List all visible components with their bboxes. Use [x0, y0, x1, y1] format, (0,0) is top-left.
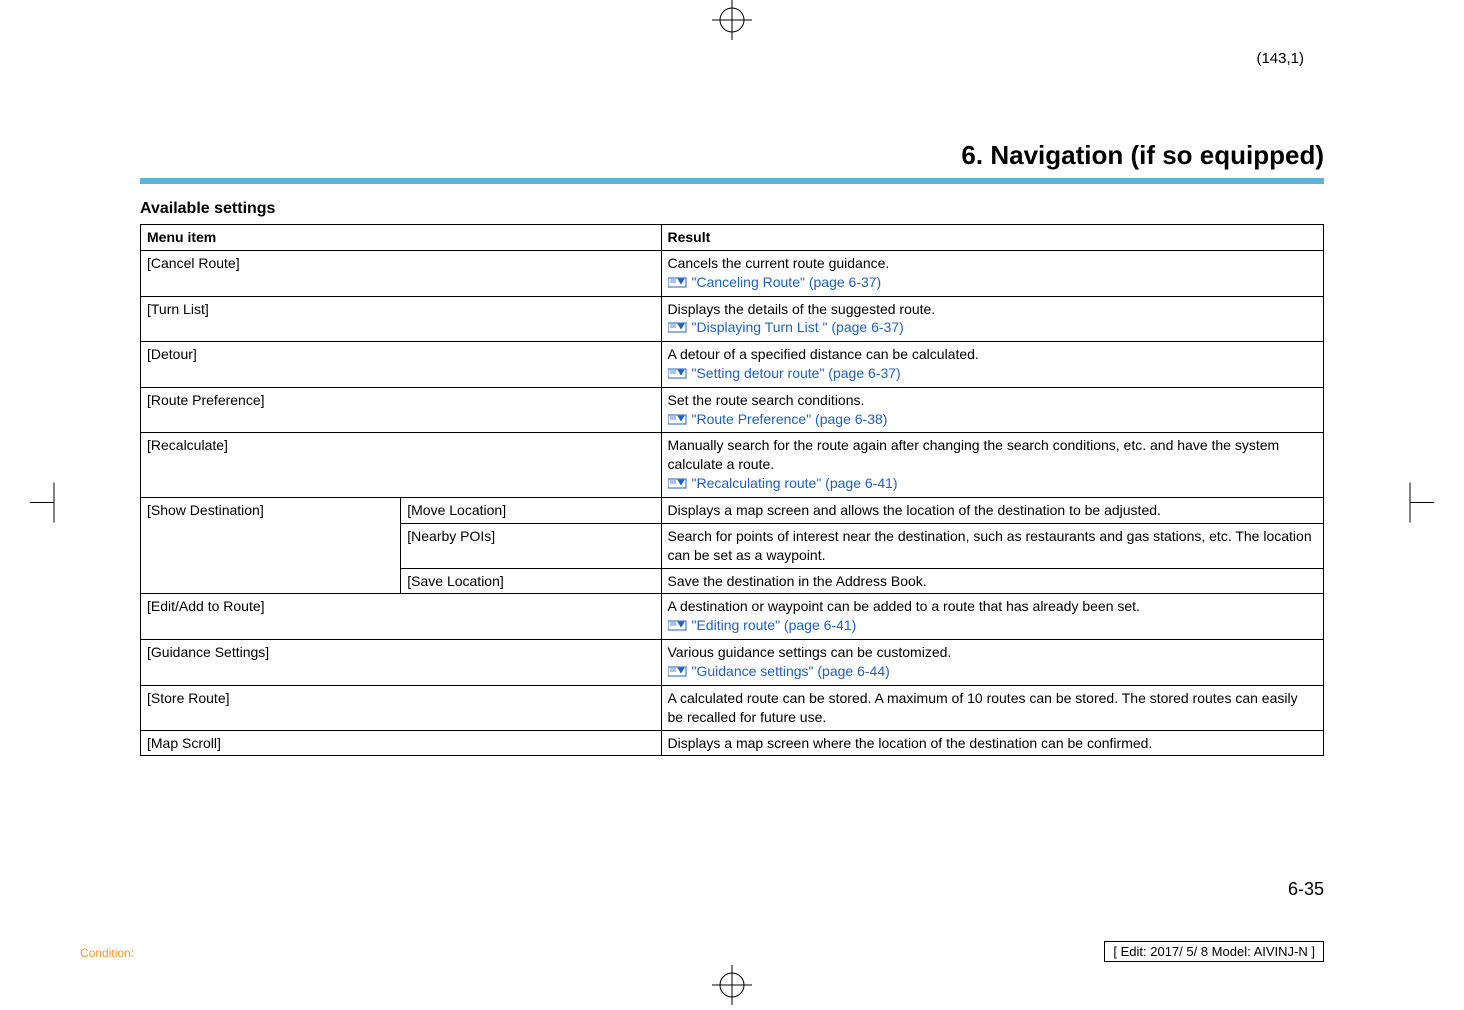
- reference-icon: [668, 617, 688, 636]
- settings-title: Available settings: [140, 200, 1324, 218]
- table-row: [Store Route] A calculated route can be …: [141, 685, 1324, 730]
- reference-icon: [668, 663, 688, 682]
- section-header: 6. Navigation (if so equipped): [961, 140, 1324, 171]
- content-area: Available settings Menu item Result [Can…: [140, 200, 1324, 756]
- result-text: Manually search for the route again afte…: [668, 437, 1280, 472]
- condition-label: Condition:: [80, 946, 134, 960]
- table-row: [Map Scroll] Displays a map screen where…: [141, 730, 1324, 756]
- reference-icon: [668, 319, 688, 338]
- table-row: [Cancel Route] Cancels the current route…: [141, 250, 1324, 296]
- result-cell: A destination or waypoint can be added t…: [661, 594, 1324, 640]
- menu-cell: [Detour]: [141, 342, 662, 388]
- submenu-cell: [Nearby POIs]: [401, 523, 661, 568]
- header-menu: Menu item: [141, 225, 662, 251]
- table-row: [Route Preference] Set the route search …: [141, 387, 1324, 433]
- bind-mark-left: [30, 473, 60, 538]
- reference-icon: [668, 475, 688, 494]
- settings-table: Menu item Result [Cancel Route] Cancels …: [140, 224, 1324, 756]
- bind-mark-right: [1404, 473, 1434, 538]
- result-cell: Manually search for the route again afte…: [661, 433, 1324, 498]
- table-row: [Detour] A detour of a specified distanc…: [141, 342, 1324, 388]
- menu-cell: [Store Route]: [141, 685, 662, 730]
- menu-cell: [Show Destination]: [141, 497, 401, 594]
- table-row: [Guidance Settings] Various guidance set…: [141, 640, 1324, 686]
- header-result: Result: [661, 225, 1324, 251]
- table-row: [Turn List] Displays the details of the …: [141, 296, 1324, 342]
- result-text: A destination or waypoint can be added t…: [668, 598, 1140, 614]
- menu-cell: [Route Preference]: [141, 387, 662, 433]
- result-text: Set the route search conditions.: [668, 392, 865, 408]
- result-cell: Save the destination in the Address Book…: [661, 568, 1324, 594]
- menu-cell: [Turn List]: [141, 296, 662, 342]
- edit-info-box: [ Edit: 2017/ 5/ 8 Model: AIVINJ-N ]: [1104, 941, 1324, 962]
- result-link: "Setting detour route" (page 6-37): [692, 365, 901, 381]
- result-link: "Canceling Route" (page 6-37): [692, 274, 882, 290]
- submenu-cell: [Move Location]: [401, 497, 661, 523]
- table-header-row: Menu item Result: [141, 225, 1324, 251]
- result-text: Displays the details of the suggested ro…: [668, 301, 936, 317]
- result-link: "Route Preference" (page 6-38): [692, 411, 888, 427]
- result-cell: Displays the details of the suggested ro…: [661, 296, 1324, 342]
- result-cell: Displays a map screen and allows the loc…: [661, 497, 1324, 523]
- submenu-cell: [Save Location]: [401, 568, 661, 594]
- table-row: [Recalculate] Manually search for the ro…: [141, 433, 1324, 498]
- result-link: "Guidance settings" (page 6-44): [692, 663, 890, 679]
- result-cell: Displays a map screen where the location…: [661, 730, 1324, 756]
- table-row: [Edit/Add to Route] A destination or way…: [141, 594, 1324, 640]
- reference-icon: [668, 411, 688, 430]
- result-cell: Various guidance settings can be customi…: [661, 640, 1324, 686]
- menu-cell: [Edit/Add to Route]: [141, 594, 662, 640]
- menu-cell: [Guidance Settings]: [141, 640, 662, 686]
- result-text: Cancels the current route guidance.: [668, 255, 890, 271]
- crop-mark-bottom: [712, 965, 752, 1010]
- result-link: "Recalculating route" (page 6-41): [692, 475, 898, 491]
- crop-mark-top: [712, 0, 752, 45]
- result-cell: Search for points of interest near the d…: [661, 523, 1324, 568]
- result-text: A detour of a specified distance can be …: [668, 346, 979, 362]
- result-cell: A calculated route can be stored. A maxi…: [661, 685, 1324, 730]
- page-ref-top: (143,1): [1256, 50, 1304, 67]
- header-rule: [140, 178, 1324, 184]
- page-number: 6-35: [1288, 879, 1324, 900]
- result-cell: Cancels the current route guidance. "Can…: [661, 250, 1324, 296]
- menu-cell: [Cancel Route]: [141, 250, 662, 296]
- result-cell: Set the route search conditions. "Route …: [661, 387, 1324, 433]
- menu-cell: [Recalculate]: [141, 433, 662, 498]
- reference-icon: [668, 365, 688, 384]
- table-row: [Show Destination] [Move Location] Displ…: [141, 497, 1324, 523]
- result-cell: A detour of a specified distance can be …: [661, 342, 1324, 388]
- result-text: Various guidance settings can be customi…: [668, 644, 952, 660]
- reference-icon: [668, 274, 688, 293]
- result-link: "Editing route" (page 6-41): [692, 617, 857, 633]
- menu-cell: [Map Scroll]: [141, 730, 662, 756]
- result-link: "Displaying Turn List " (page 6-37): [692, 319, 904, 335]
